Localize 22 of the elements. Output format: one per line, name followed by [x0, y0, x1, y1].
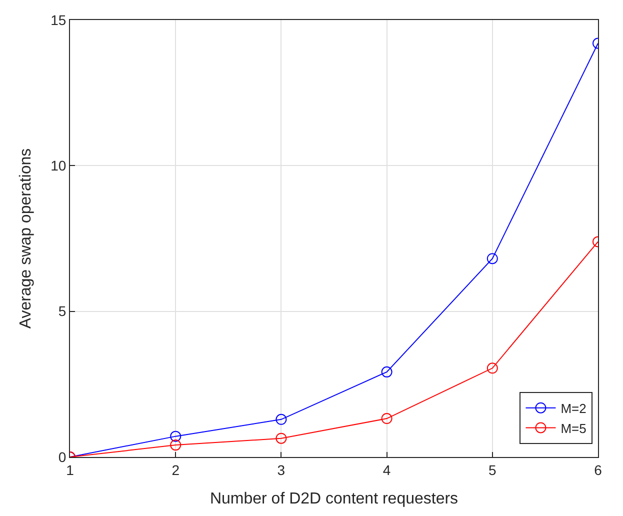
point: [276, 414, 287, 425]
point: [381, 413, 392, 424]
x-axis-title: Number of D2D content requesters: [210, 490, 458, 508]
point: [170, 430, 182, 442]
legend-label: M=5: [560, 420, 586, 436]
point: [170, 440, 182, 451]
y-axis-title: Average swap operations: [18, 148, 35, 329]
point: [486, 253, 498, 264]
y-tick-label: 5: [58, 303, 66, 320]
point: [381, 366, 392, 378]
x-tick-label: 1: [66, 462, 74, 478]
legend-label: M=2: [560, 400, 586, 416]
x-tick-label: 2: [172, 462, 180, 478]
x-tick-label: 3: [277, 462, 286, 478]
x-tick-label: 6: [594, 462, 602, 478]
point: [276, 432, 287, 444]
x-tick-label: 4: [382, 462, 391, 478]
y-tick-label: 15: [50, 12, 66, 28]
y-tick-label: 10: [50, 158, 66, 174]
x-tick-label: 5: [488, 462, 496, 478]
y-tick-label: 0: [58, 448, 66, 465]
point: [486, 362, 498, 374]
